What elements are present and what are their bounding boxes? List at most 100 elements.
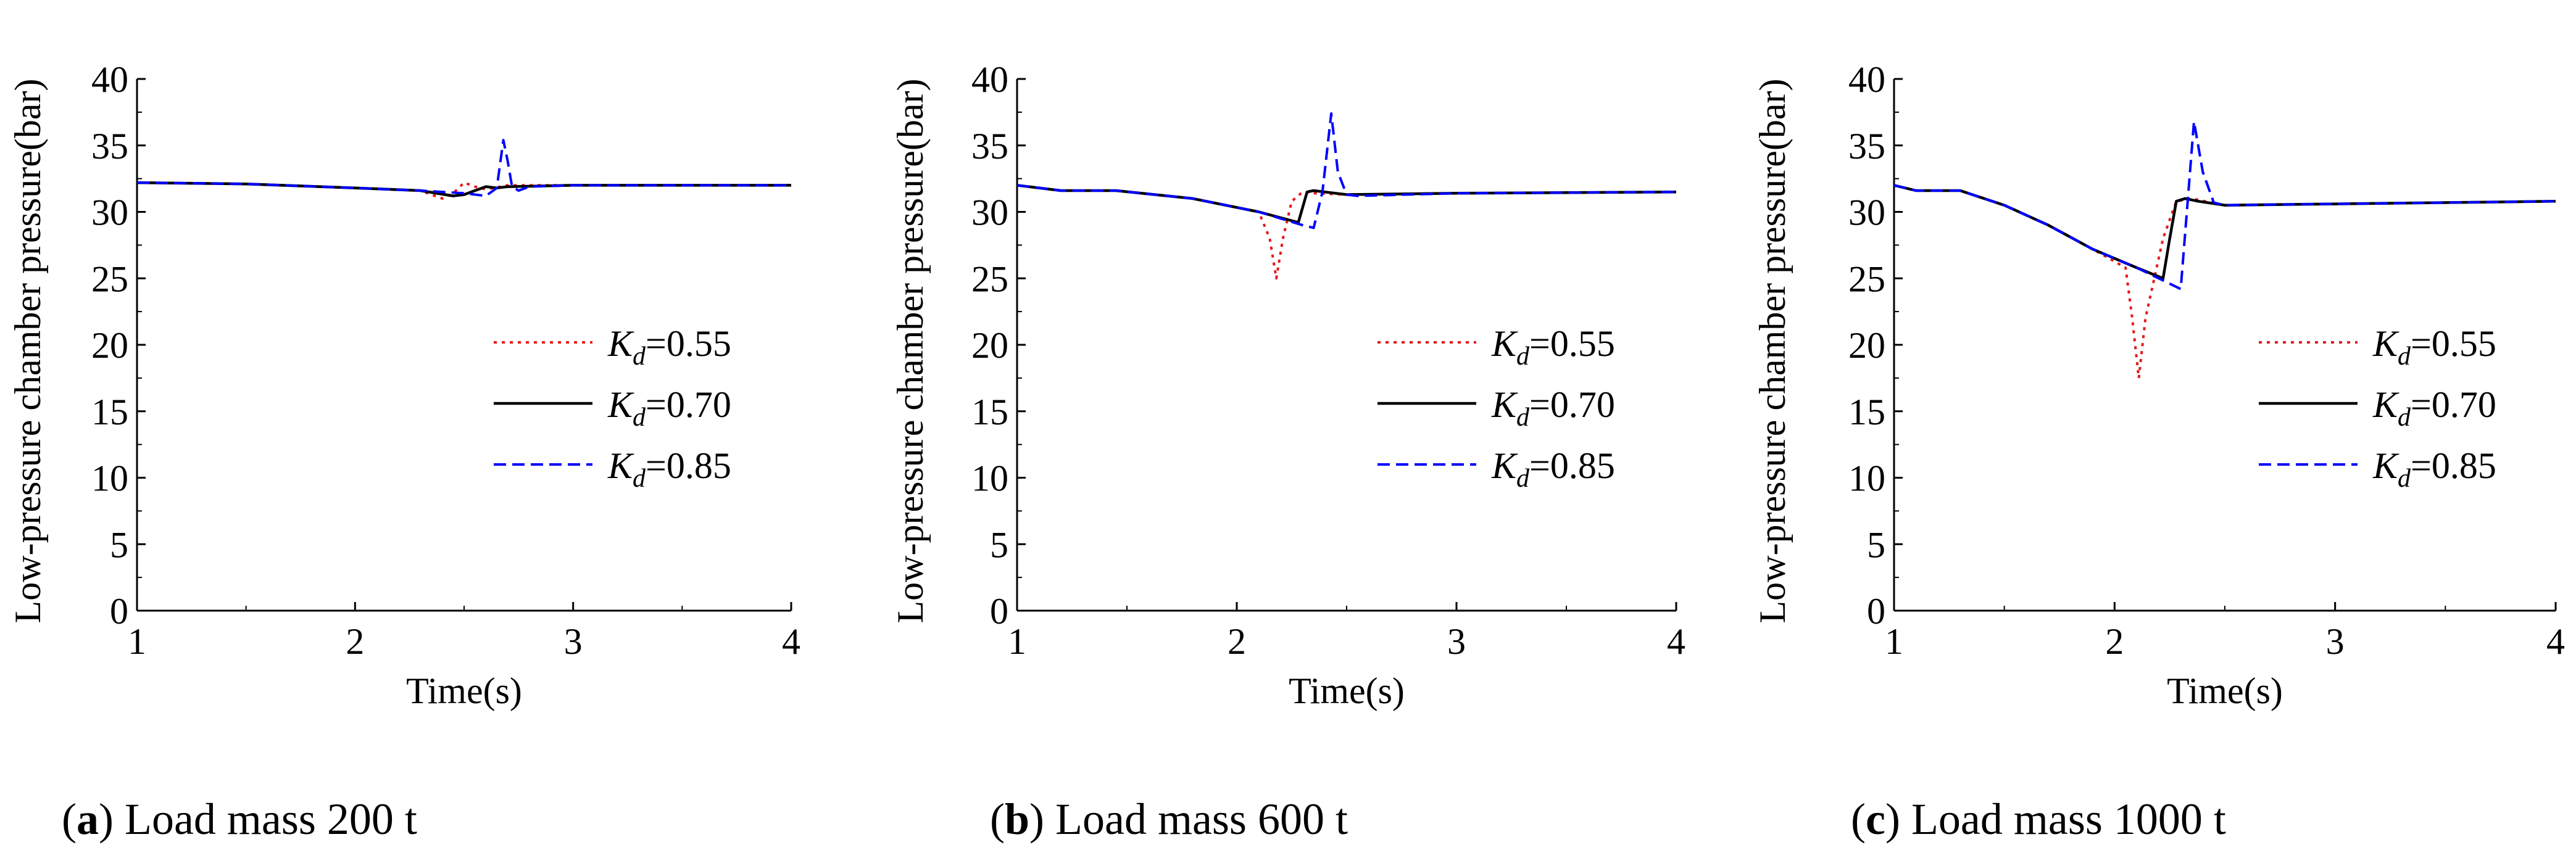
caption-text: Load mass 600 t (1044, 794, 1348, 844)
legend-symbol: K (2372, 445, 2399, 486)
y-tick-label: 40 (1848, 59, 1885, 100)
x-tick-label: 4 (2546, 621, 2565, 662)
y-tick-label: 30 (971, 192, 1008, 233)
series-line-kd-0-85 (137, 139, 791, 197)
legend-value: =0.55 (2411, 323, 2496, 364)
legend-subscript: d (2398, 403, 2411, 432)
y-tick-label: 40 (91, 59, 128, 100)
y-tick-label: 5 (1867, 524, 1885, 565)
y-tick-label: 10 (91, 458, 128, 499)
y-tick-label: 20 (91, 325, 128, 366)
legend-label: Kd=0.55 (1491, 323, 1615, 371)
legend-symbol: K (607, 445, 634, 486)
y-tick-label: 30 (91, 192, 128, 233)
legend-symbol: K (1491, 323, 1518, 364)
legend-value: =0.55 (646, 323, 731, 364)
legend-label: Kd=0.85 (1491, 445, 1615, 493)
x-tick-label: 1 (1885, 621, 1903, 662)
legend-symbol: K (2372, 384, 2399, 425)
x-tick-label: 2 (1228, 621, 1246, 662)
y-tick-label: 10 (971, 458, 1008, 499)
legend-label: Kd=0.70 (1491, 384, 1615, 432)
legend-value: =0.85 (646, 445, 731, 486)
caption-close-paren: ) (1029, 794, 1044, 844)
series-line-kd-0-85 (1017, 112, 1676, 229)
panel-caption: (b) Load mass 600 t (990, 794, 1348, 844)
y-tick-label: 35 (91, 126, 128, 167)
panel-caption: (c) Load mass 1000 t (1851, 794, 2226, 844)
y-tick-label: 20 (971, 325, 1008, 366)
legend-label: Kd=0.70 (2372, 384, 2496, 432)
y-axis-title: Low-pressure chamber pressure(bar) (1752, 79, 1793, 624)
y-tick-label: 0 (110, 591, 128, 632)
series-line-kd-0-70 (1017, 184, 1676, 224)
x-axis-title: Time(s) (2167, 670, 2283, 711)
legend-subscript: d (633, 342, 646, 371)
legend-subscript: d (1516, 342, 1530, 371)
legend-value: =0.85 (1529, 445, 1615, 486)
legend-value: =0.85 (2411, 445, 2496, 486)
legend-subscript: d (633, 403, 646, 432)
x-tick-label: 1 (128, 621, 146, 662)
legend-value: =0.70 (1529, 384, 1615, 425)
x-tick-label: 3 (564, 621, 583, 662)
y-tick-label: 35 (971, 126, 1008, 167)
caption-text: Load mass 200 t (114, 794, 417, 844)
y-axis-title: Low-pressure chamber pressure(bar) (7, 79, 48, 624)
legend-symbol: K (2372, 323, 2399, 364)
legend-label: Kd=0.70 (607, 384, 731, 432)
legend-symbol: K (607, 323, 634, 364)
y-tick-label: 0 (1867, 591, 1885, 632)
series-line-kd-0-70 (137, 181, 791, 197)
y-tick-label: 5 (990, 524, 1008, 565)
caption-tag: a (77, 794, 99, 844)
y-tick-label: 40 (971, 59, 1008, 100)
legend-subscript: d (633, 464, 646, 493)
y-tick-label: 15 (91, 392, 128, 432)
legend-value: =0.70 (2411, 384, 2496, 425)
series-line-kd-0-85 (1894, 120, 2556, 291)
x-tick-label: 2 (2105, 621, 2124, 662)
legend-subscript: d (2398, 342, 2411, 371)
legend-label: Kd=0.85 (607, 445, 731, 493)
caption-text: Load mass 1000 t (1900, 794, 2226, 844)
y-tick-label: 25 (1848, 258, 1885, 299)
y-tick-label: 35 (1848, 126, 1885, 167)
legend-label: Kd=0.55 (2372, 323, 2496, 371)
x-tick-label: 4 (1667, 621, 1685, 662)
caption-close-paren: ) (99, 794, 114, 844)
chart-panel-c: 0 5 10 15 20 25 30 35 40 1 2 3 4 Time(s) Low-pressure … (1752, 59, 2565, 844)
series-line-kd-0-70 (1894, 184, 2556, 280)
legend-subscript: d (2398, 464, 2411, 493)
x-tick-label: 2 (346, 621, 364, 662)
caption-close-paren: ) (1885, 794, 1900, 844)
legend-label: Kd=0.55 (607, 323, 731, 371)
series-line-kd-0-55 (1017, 184, 1676, 280)
legend-label: Kd=0.85 (2372, 445, 2496, 493)
panel-caption: (a) Load mass 200 t (62, 794, 417, 844)
y-tick-label: 25 (971, 258, 1008, 299)
y-tick-label: 15 (971, 392, 1008, 432)
legend-subscript: d (1516, 464, 1530, 493)
legend-symbol: K (1491, 445, 1518, 486)
x-axis-title: Time(s) (1289, 670, 1405, 711)
legend-symbol: K (607, 384, 634, 425)
y-tick-label: 0 (990, 591, 1008, 632)
y-tick-label: 30 (1848, 192, 1885, 233)
x-axis-title: Time(s) (406, 670, 522, 711)
legend-symbol: K (1491, 384, 1518, 425)
legend-value: =0.55 (1529, 323, 1615, 364)
y-axis-title: Low-pressure chamber pressure(bar) (890, 79, 931, 624)
caption-tag: c (1866, 794, 1885, 844)
caption-open-paren: ( (1851, 794, 1866, 844)
legend-subscript: d (1516, 403, 1530, 432)
caption-tag: b (1005, 794, 1029, 844)
x-tick-label: 3 (1447, 621, 1466, 662)
caption-open-paren: ( (62, 794, 77, 844)
y-tick-label: 10 (1848, 458, 1885, 499)
x-tick-label: 3 (2326, 621, 2345, 662)
legend-value: =0.70 (646, 384, 731, 425)
y-tick-label: 25 (91, 258, 128, 299)
y-tick-label: 15 (1848, 392, 1885, 432)
